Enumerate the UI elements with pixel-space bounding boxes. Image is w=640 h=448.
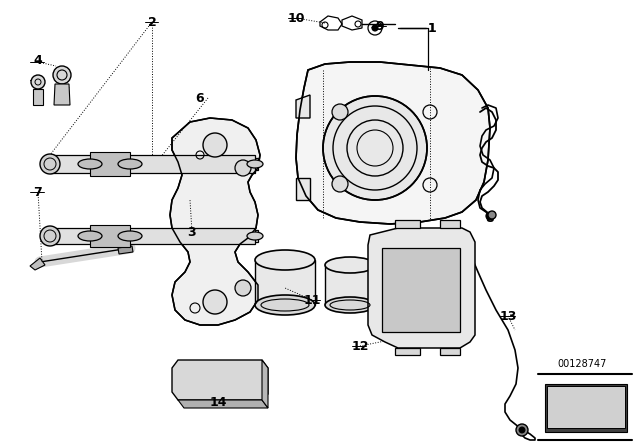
- Circle shape: [332, 176, 348, 192]
- Polygon shape: [368, 228, 475, 348]
- Ellipse shape: [325, 257, 375, 273]
- Polygon shape: [178, 400, 268, 408]
- Polygon shape: [30, 258, 45, 270]
- Polygon shape: [296, 95, 310, 118]
- Text: 1: 1: [428, 22, 436, 34]
- Polygon shape: [172, 360, 268, 400]
- Polygon shape: [145, 230, 258, 242]
- Polygon shape: [296, 62, 490, 224]
- Polygon shape: [54, 84, 70, 105]
- Polygon shape: [50, 228, 255, 244]
- Text: 11: 11: [303, 293, 321, 306]
- Polygon shape: [382, 248, 460, 332]
- Polygon shape: [170, 118, 260, 325]
- Text: 6: 6: [196, 91, 204, 104]
- Polygon shape: [296, 178, 310, 200]
- Ellipse shape: [325, 297, 375, 313]
- Text: 3: 3: [188, 225, 196, 238]
- Text: 10: 10: [287, 12, 305, 25]
- Polygon shape: [90, 225, 130, 247]
- Polygon shape: [440, 348, 460, 355]
- Circle shape: [486, 212, 494, 220]
- Polygon shape: [440, 220, 460, 228]
- Circle shape: [372, 25, 378, 31]
- Ellipse shape: [255, 295, 315, 315]
- Ellipse shape: [118, 159, 142, 169]
- Circle shape: [53, 66, 71, 84]
- Text: 14: 14: [209, 396, 227, 409]
- Circle shape: [516, 424, 528, 436]
- Polygon shape: [395, 220, 420, 228]
- Polygon shape: [145, 158, 258, 170]
- Circle shape: [31, 75, 45, 89]
- Ellipse shape: [78, 231, 102, 241]
- Polygon shape: [262, 360, 268, 408]
- Text: 12: 12: [351, 340, 369, 353]
- Text: 8: 8: [486, 211, 494, 224]
- Circle shape: [332, 104, 348, 120]
- Ellipse shape: [255, 250, 315, 270]
- Polygon shape: [545, 384, 627, 432]
- Circle shape: [203, 133, 227, 157]
- Circle shape: [235, 280, 251, 296]
- Polygon shape: [50, 155, 255, 173]
- Circle shape: [203, 290, 227, 314]
- Text: 5: 5: [34, 73, 42, 86]
- Circle shape: [519, 427, 525, 433]
- Polygon shape: [255, 260, 315, 305]
- Polygon shape: [325, 265, 375, 305]
- Polygon shape: [118, 246, 133, 254]
- Circle shape: [40, 226, 60, 246]
- Circle shape: [235, 160, 251, 176]
- Ellipse shape: [118, 231, 142, 241]
- Text: 13: 13: [499, 310, 516, 323]
- Text: 00128747: 00128747: [557, 359, 607, 369]
- Text: 9: 9: [376, 20, 384, 33]
- Circle shape: [488, 211, 496, 219]
- Circle shape: [40, 154, 60, 174]
- Ellipse shape: [247, 232, 263, 240]
- Polygon shape: [395, 348, 420, 355]
- Text: 2: 2: [148, 16, 156, 29]
- Text: 1: 1: [428, 22, 436, 34]
- Polygon shape: [547, 386, 625, 428]
- Polygon shape: [33, 89, 43, 105]
- Ellipse shape: [78, 159, 102, 169]
- Circle shape: [323, 96, 427, 200]
- Text: 7: 7: [34, 185, 42, 198]
- Text: 4: 4: [34, 53, 42, 66]
- Polygon shape: [90, 152, 130, 176]
- Ellipse shape: [247, 160, 263, 168]
